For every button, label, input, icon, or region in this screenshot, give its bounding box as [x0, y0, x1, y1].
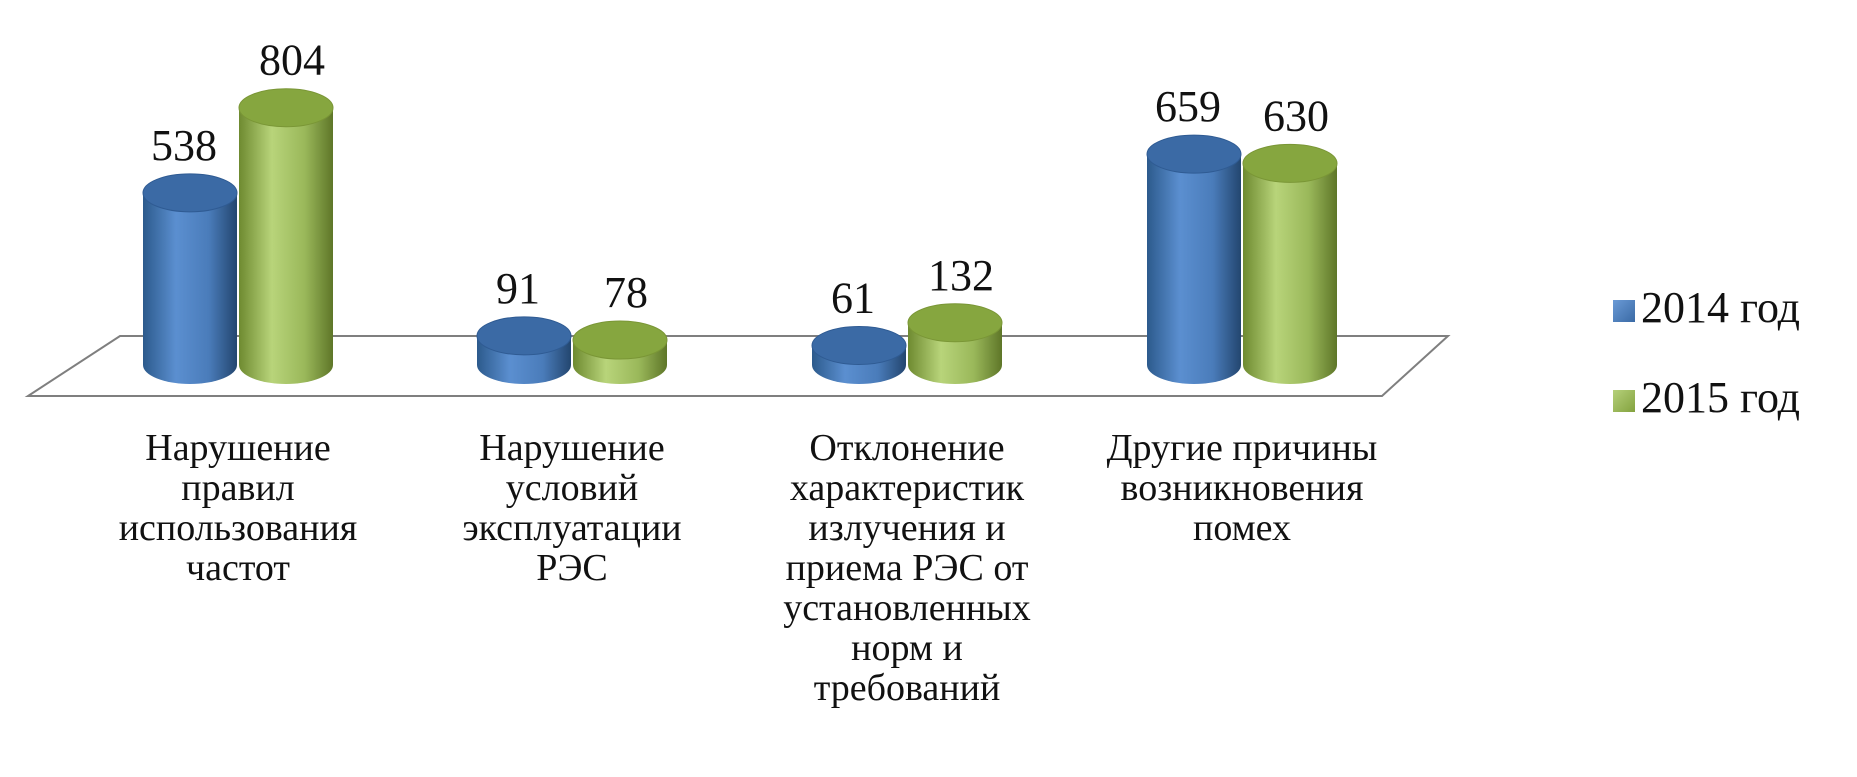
- legend-item-2015: 2015 год: [1613, 373, 1800, 422]
- legend-swatch: [1613, 390, 1635, 412]
- value-label: 630: [1263, 91, 1329, 140]
- bar-2014-cat-4: [1146, 134, 1242, 384]
- bar-2014-cat-2: [476, 316, 572, 384]
- value-label: 78: [604, 268, 648, 317]
- legend-item-2014: 2014 год: [1613, 283, 1800, 332]
- bar-2015-cat-3: [907, 303, 1003, 384]
- value-label: 538: [151, 121, 217, 170]
- value-label: 61: [831, 273, 875, 322]
- legend-label: 2014 год: [1641, 283, 1800, 332]
- legend-swatch: [1613, 300, 1635, 322]
- legend-label: 2015 год: [1641, 373, 1800, 422]
- value-label: 91: [496, 264, 540, 313]
- bar-2015-cat-2: [572, 320, 668, 384]
- value-label: 804: [259, 36, 325, 85]
- category-label: Нарушение условий эксплуатации РЭС: [462, 427, 681, 589]
- value-label: 659: [1155, 82, 1221, 131]
- chart-floor-plane: [24, 335, 1451, 397]
- category-label: Отклонение характеристик излучения и приема…: [783, 427, 1031, 709]
- bar-2015-cat-4: [1242, 143, 1338, 384]
- category-label: Нарушение правил использования частот: [119, 427, 358, 589]
- bar-2015-cat-1: [238, 88, 334, 384]
- value-label: 132: [928, 251, 994, 300]
- bar-2014-cat-1: [142, 173, 238, 384]
- bar-2014-cat-3: [811, 325, 907, 384]
- category-label: Другие причины возникновения помех: [1107, 427, 1378, 549]
